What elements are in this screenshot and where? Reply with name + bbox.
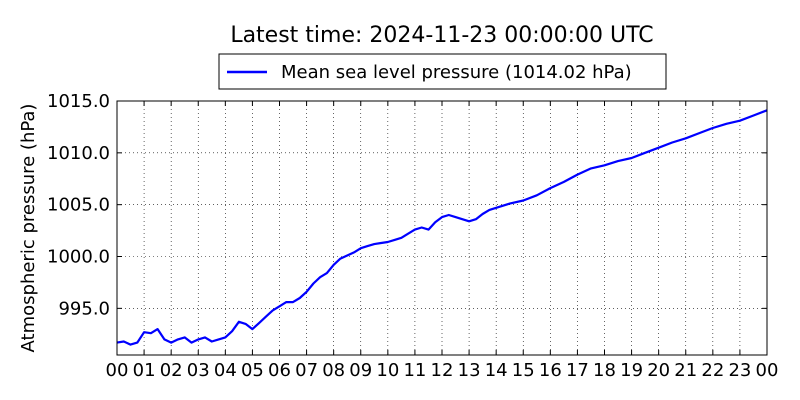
x-tick-label: 00 (756, 360, 779, 381)
grid (117, 101, 767, 355)
series-line (116, 109, 768, 346)
x-tick-label: 12 (431, 360, 454, 381)
x-tick-label: 01 (133, 360, 156, 381)
x-tick-label: 00 (106, 360, 129, 381)
x-tick-label: 19 (620, 360, 643, 381)
x-tick-label: 04 (214, 360, 237, 381)
x-tick-label: 15 (512, 360, 535, 381)
x-tick-label: 11 (403, 360, 426, 381)
plot-area (116, 100, 768, 356)
x-tick-label: 13 (458, 360, 481, 381)
x-tick-label: 20 (647, 360, 670, 381)
x-tick-label: 23 (728, 360, 751, 381)
y-tick-label: 1005.0 (47, 195, 110, 216)
legend-box (218, 53, 667, 90)
x-tick-label: 08 (322, 360, 345, 381)
x-tick-label: 09 (349, 360, 372, 381)
x-tick-label: 03 (187, 360, 210, 381)
chart-title: Latest time: 2024-11-23 00:00:00 UTC (230, 23, 653, 48)
x-tick-label: 07 (295, 360, 318, 381)
y-tick-label: 1000.0 (47, 247, 110, 268)
y-axis-label: Atmospheric pressure (hPa) (18, 104, 39, 353)
tick-labels: 00 01 02 03 04 05 06 07 08 09 10 11 12 13 14 15 16 17 18 19… (47, 91, 778, 381)
x-tick-label: 16 (539, 360, 562, 381)
x-tick-label: 14 (485, 360, 508, 381)
y-tick-label: 1010.0 (47, 143, 110, 164)
y-tick-label: 1015.0 (47, 91, 110, 112)
x-tick-label: 18 (593, 360, 616, 381)
x-tick-label: 06 (268, 360, 291, 381)
ticks (116, 100, 768, 355)
x-tick-label: 21 (674, 360, 697, 381)
x-tick-label: 10 (376, 360, 399, 381)
legend: Mean sea level pressure (1014.02 hPa) (218, 53, 667, 90)
y-tick-label: 995.0 (58, 298, 110, 319)
legend-label: Mean sea level pressure (1014.02 hPa) (281, 62, 632, 83)
x-tick-label: 22 (701, 360, 724, 381)
x-tick-label: 05 (241, 360, 264, 381)
x-tick-label: 02 (160, 360, 183, 381)
x-tick-label: 17 (566, 360, 589, 381)
